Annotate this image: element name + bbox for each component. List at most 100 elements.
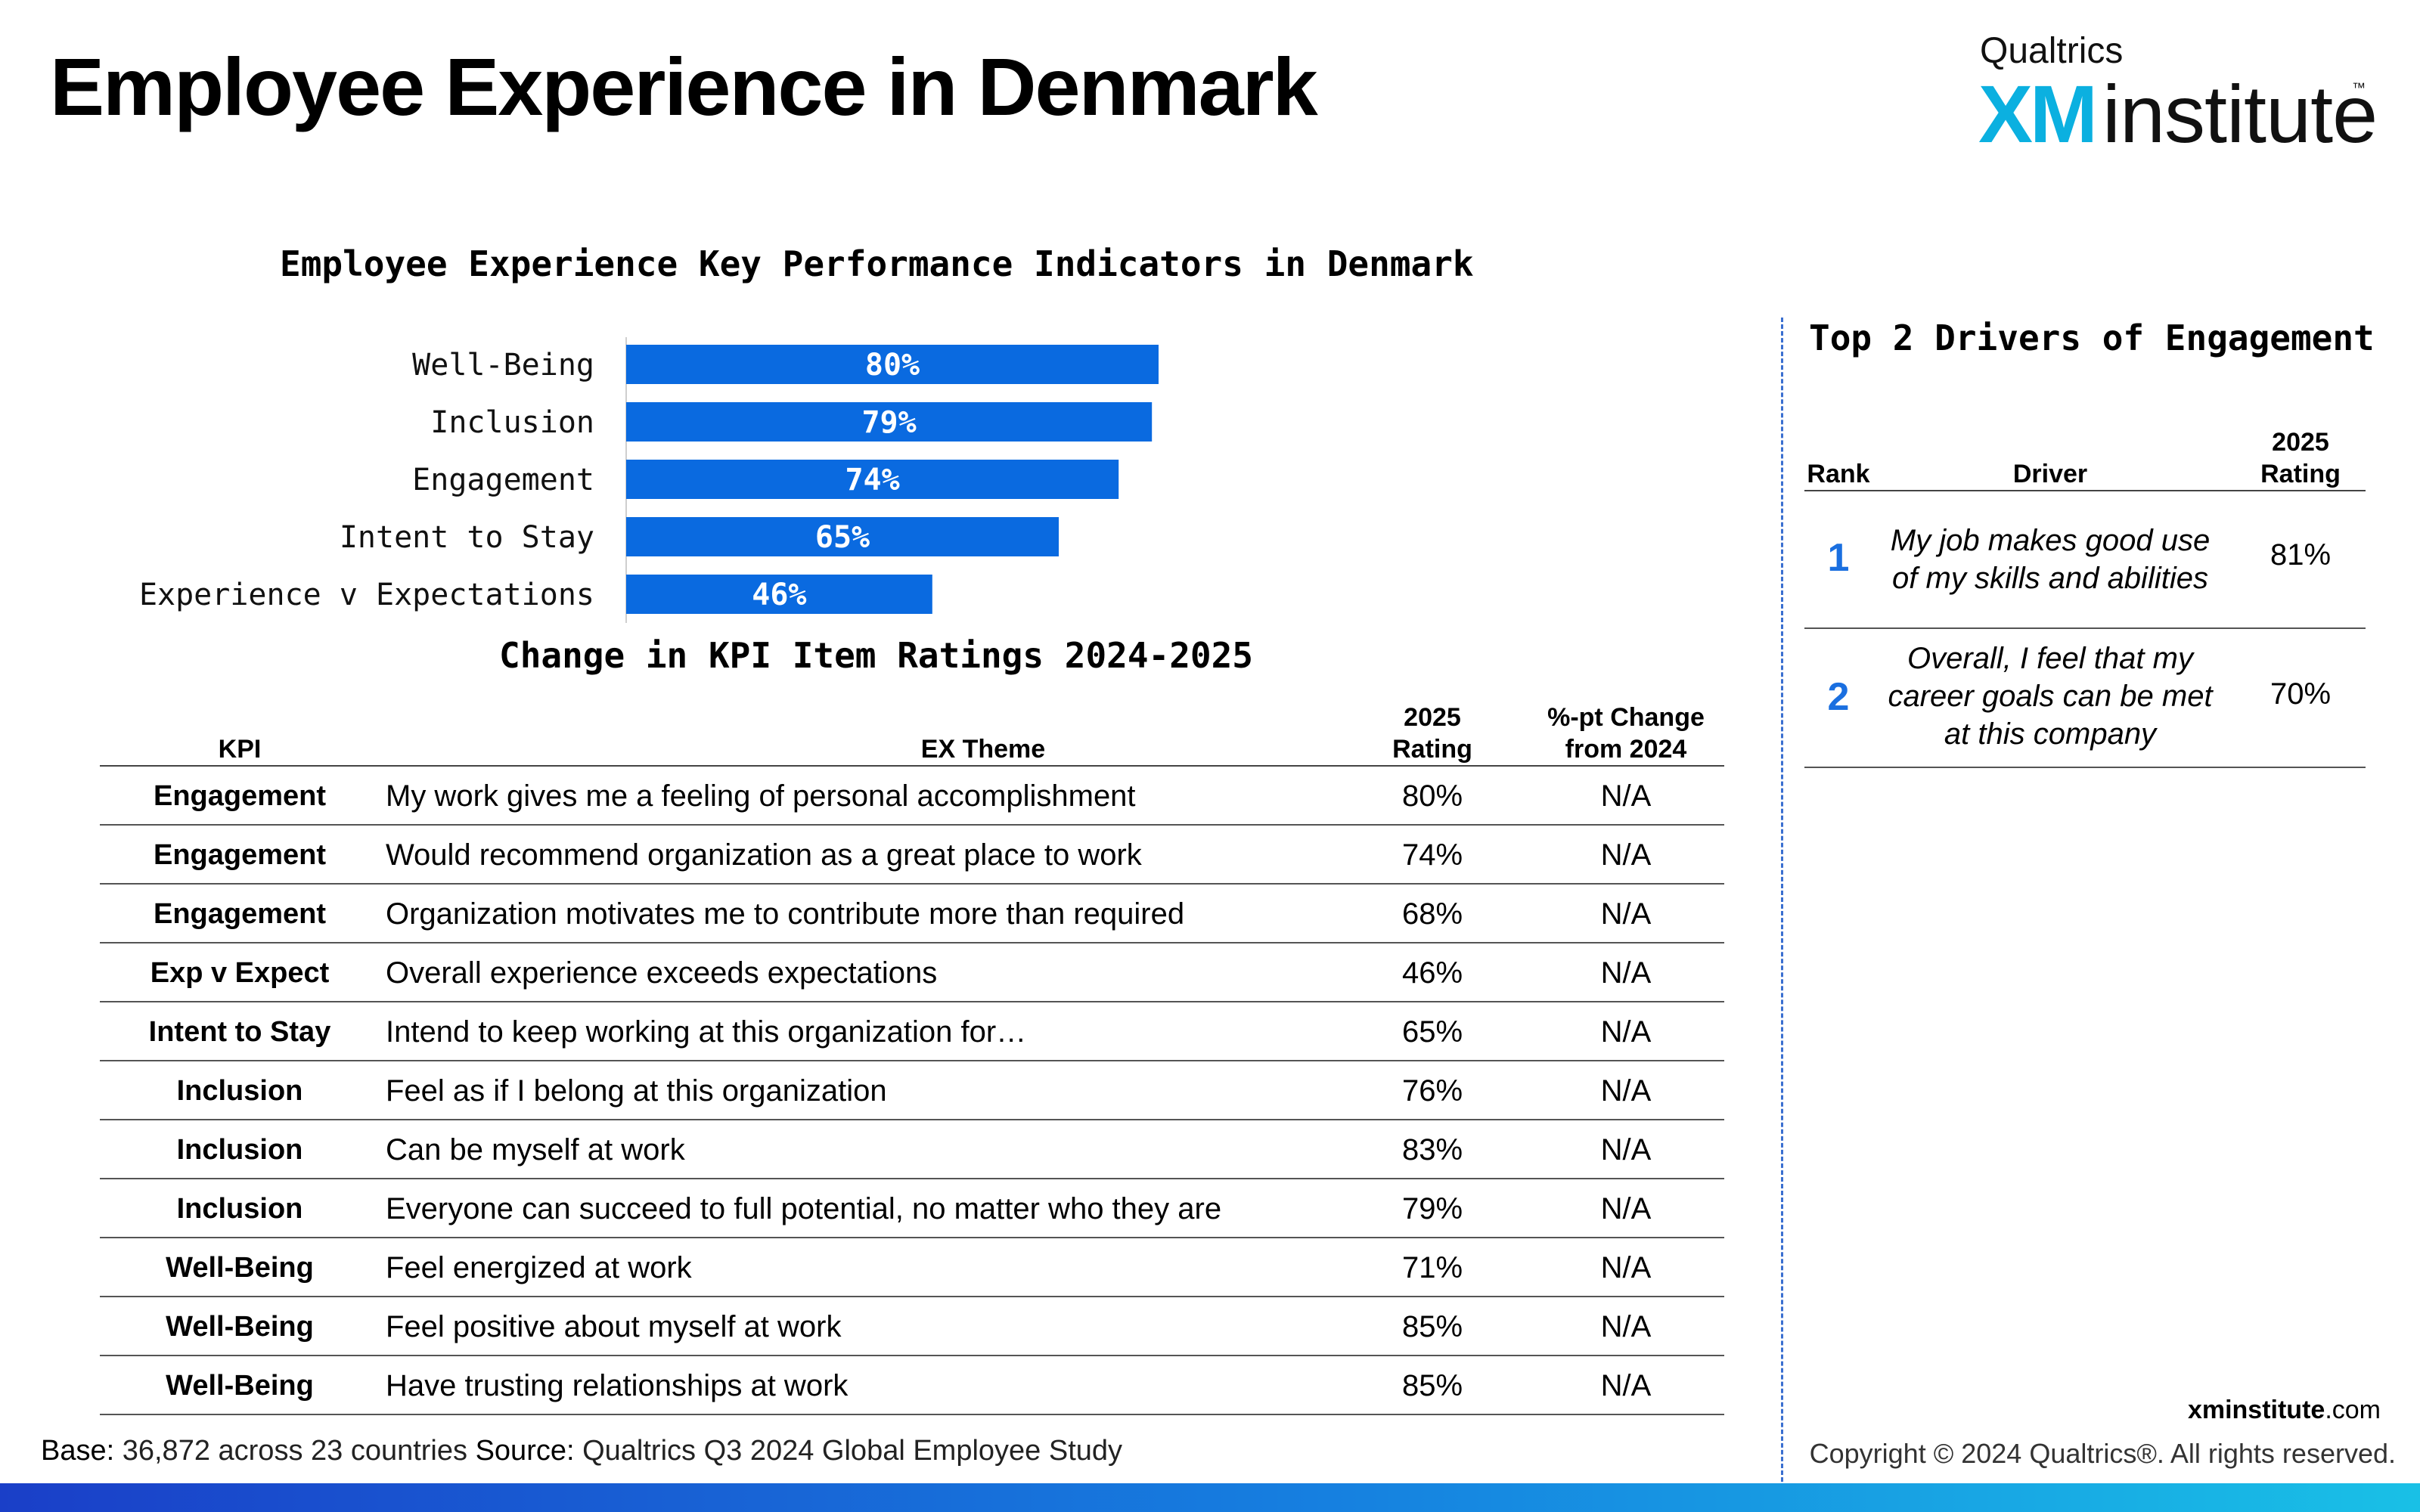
rating-cell: 85%	[1401, 1310, 1463, 1343]
kpi-cell: Engagement	[153, 898, 327, 930]
kpi-item-table: KPI EX Theme 2025 Rating %-pt Change fro…	[100, 696, 1724, 1415]
bar-experience-v-expectations	[626, 575, 932, 614]
base-label: Base:	[41, 1435, 115, 1467]
rating-cell: 68%	[1401, 897, 1463, 931]
section-divider	[1781, 318, 1783, 1482]
header-ex-theme: EX Theme	[386, 733, 1581, 765]
kpi-cell: Engagement	[153, 780, 327, 812]
ex-theme-cell: Feel positive about myself at work	[386, 1310, 842, 1343]
change-cell: N/A	[1600, 1251, 1652, 1284]
category-label: Engagement	[412, 463, 594, 497]
kpi-table-header: KPI EX Theme 2025 Rating %-pt Change fro…	[100, 696, 1724, 767]
driver-row: 1 My job makes good use of my skills and…	[1804, 491, 2366, 629]
header-kpi: KPI	[218, 735, 262, 764]
kpi-cell: Well-Being	[166, 1370, 314, 1402]
ex-theme-cell: Can be myself at work	[386, 1133, 685, 1167]
table-row: Inclusion Can be myself at work 83% N/A	[100, 1120, 1724, 1179]
site-rest: .com	[2325, 1396, 2381, 1424]
table-row: Intent to Stay Intend to keep working at …	[100, 1002, 1724, 1061]
table-row: Inclusion Everyone can succeed to full po…	[100, 1179, 1724, 1238]
rating-cell: 65%	[1401, 1015, 1463, 1049]
change-cell: N/A	[1600, 779, 1652, 813]
drivers-table-header: Rank Driver 2025 Rating	[1804, 420, 2366, 491]
logo-institute: institute	[2102, 68, 2378, 160]
change-cell: N/A	[1600, 897, 1652, 931]
site-bold: xminstitute	[2187, 1396, 2325, 1424]
driver-row: 2 Overall, I feel that my career goals c…	[1804, 629, 2366, 768]
bottom-gradient-bar	[0, 1483, 2420, 1512]
kpi-chart-title: Employee Experience Key Performance Indi…	[280, 243, 1474, 284]
change-cell: N/A	[1600, 1369, 1652, 1402]
kpi-cell: Exp v Expect	[150, 957, 330, 989]
drivers-table: Rank Driver 2025 Rating 1 My job makes g…	[1804, 420, 2366, 768]
change-cell: N/A	[1600, 1015, 1652, 1049]
logo-brand: Qualtrics	[1980, 31, 2124, 71]
category-label: Well-Being	[412, 348, 594, 383]
ex-theme-cell: Overall experience exceeds expectations	[386, 956, 938, 990]
change-cell: N/A	[1600, 838, 1652, 872]
driver-text: My job makes good use of my skills and a…	[1890, 524, 2211, 595]
table-row: Engagement Organization motivates me to c…	[100, 885, 1724, 943]
bar-value-label: 80%	[865, 348, 920, 383]
kpi-table-title: Change in KPI Item Ratings 2024-2025	[499, 635, 1253, 676]
logo-trademark: ™	[2352, 80, 2366, 95]
driver-text: Overall, I feel that my career goals can…	[1888, 642, 2213, 751]
base-value: 36,872 across 23 countries	[122, 1435, 468, 1467]
footer-website-link[interactable]: xminstitute.com	[2188, 1396, 2381, 1425]
kpi-cell: Inclusion	[176, 1134, 303, 1166]
page-title: Employee Experience in Denmark	[50, 41, 1318, 132]
kpi-cell: Intent to Stay	[148, 1016, 331, 1048]
header-ex-theme-label: EX Theme	[920, 735, 1046, 764]
table-row: Well-Being Feel positive about myself at …	[100, 1297, 1724, 1356]
driver-rank: 2	[1827, 675, 1850, 719]
kpi-cell: Well-Being	[166, 1252, 314, 1284]
footer-base-source: Base: 36,872 across 23 countries Source:…	[41, 1435, 1122, 1467]
rating-cell: 74%	[1401, 838, 1463, 872]
ex-theme-cell: Organization motivates me to contribute …	[386, 897, 1185, 931]
bar-value-label: 74%	[845, 463, 899, 497]
ex-theme-cell: Intend to keep working at this organizat…	[386, 1015, 1027, 1049]
header-driver-rating: 2025 Rating	[2260, 428, 2341, 488]
logo-xm: XM	[1978, 68, 2098, 160]
category-label: Intent to Stay	[340, 520, 594, 555]
table-row: Well-Being Feel energized at work 71% N/A	[100, 1238, 1724, 1297]
table-row: Engagement Would recommend organization a…	[100, 826, 1724, 885]
rating-cell: 79%	[1401, 1192, 1463, 1225]
driver-rating: 81%	[2270, 538, 2332, 572]
rating-cell: 76%	[1401, 1074, 1463, 1108]
category-label: Inclusion	[430, 405, 594, 440]
driver-rank: 1	[1827, 536, 1850, 580]
footer-copyright: Copyright © 2024 Qualtrics®. All rights …	[1809, 1438, 2396, 1469]
bar-value-label: 79%	[861, 405, 916, 440]
ex-theme-cell: Would recommend organization as a great …	[386, 838, 1142, 872]
table-row: Well-Being Have trusting relationships at…	[100, 1356, 1724, 1415]
ex-theme-cell: Feel as if I belong at this organization	[386, 1074, 887, 1108]
change-cell: N/A	[1600, 1074, 1652, 1108]
header-driver: Driver	[2012, 460, 2088, 488]
drivers-title: Top 2 Drivers of Engagement	[1809, 318, 2375, 358]
rating-cell: 46%	[1401, 956, 1463, 990]
rating-cell: 83%	[1401, 1133, 1463, 1167]
category-label: Experience v Expectations	[139, 578, 594, 612]
bar-engagement	[626, 460, 1119, 499]
table-row: Exp v Expect Overall experience exceeds e…	[100, 943, 1724, 1002]
rating-cell: 71%	[1401, 1251, 1463, 1284]
bar-value-label: 46%	[752, 578, 806, 612]
rating-cell: 80%	[1401, 779, 1463, 813]
kpi-cell: Well-Being	[166, 1311, 314, 1343]
header-rank: Rank	[1807, 460, 1870, 488]
ex-theme-cell: Have trusting relationships at work	[386, 1369, 849, 1402]
change-cell: N/A	[1600, 1192, 1652, 1225]
table-row: Inclusion Feel as if I belong at this org…	[100, 1061, 1724, 1120]
kpi-cell: Inclusion	[176, 1075, 303, 1107]
header-rating: 2025 Rating	[1392, 703, 1472, 764]
source-label: Source:	[475, 1435, 575, 1467]
kpi-cell: Inclusion	[176, 1193, 303, 1225]
bar-value-label: 65%	[815, 520, 870, 555]
ex-theme-cell: Feel energized at work	[386, 1251, 692, 1284]
header-change: %-pt Change from 2024	[1547, 703, 1705, 764]
change-cell: N/A	[1600, 956, 1652, 990]
bar-well-being	[626, 345, 1159, 384]
bar-inclusion	[626, 402, 1153, 442]
rating-cell: 85%	[1401, 1369, 1463, 1402]
